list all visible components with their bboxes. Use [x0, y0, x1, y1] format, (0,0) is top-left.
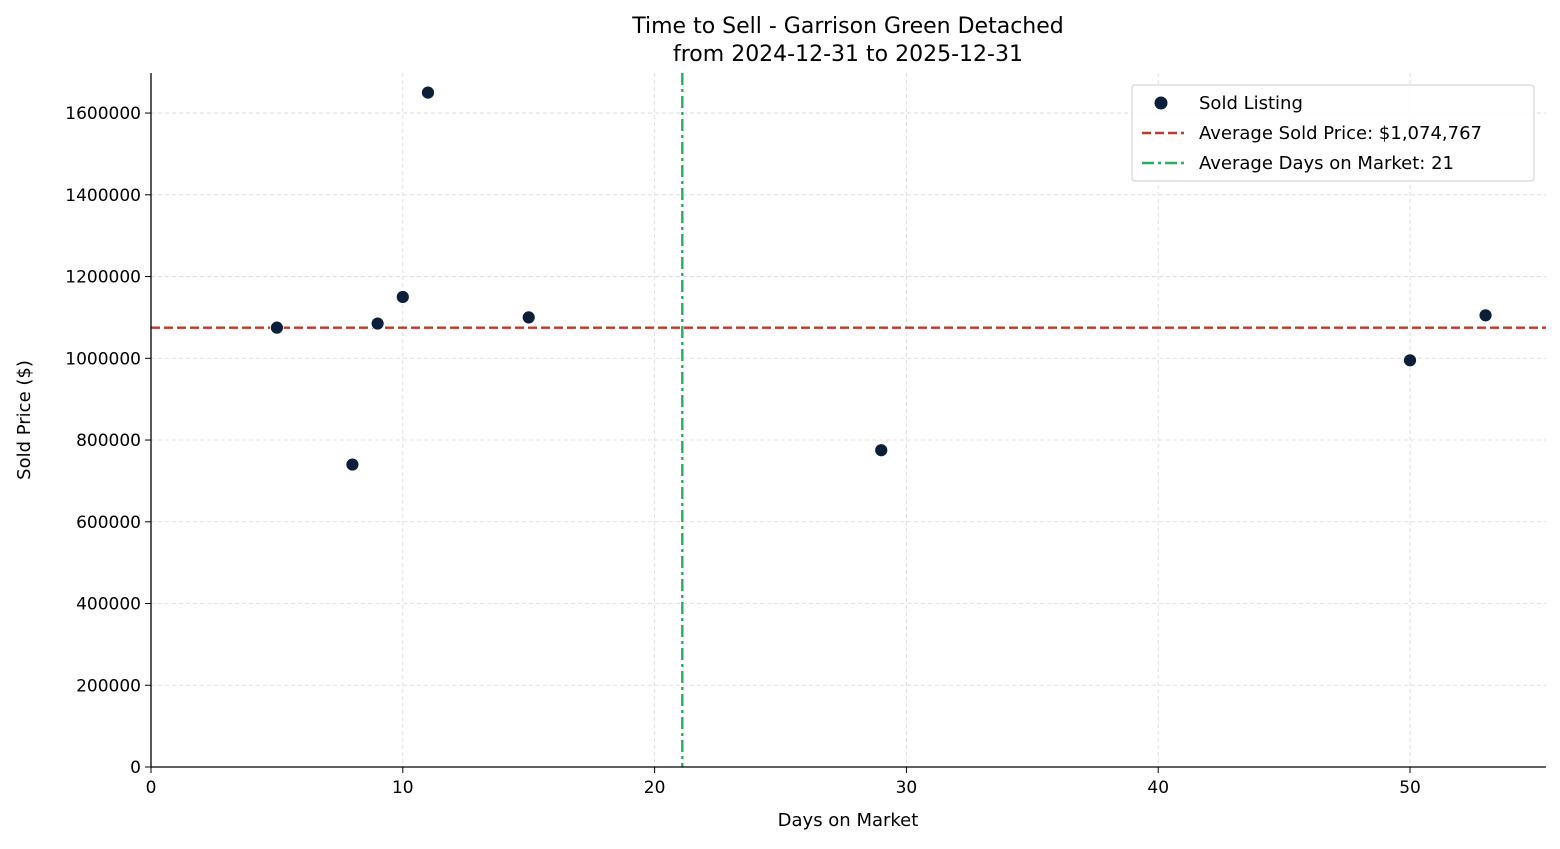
- legend-label: Sold Listing: [1199, 93, 1303, 114]
- data-point: [421, 85, 435, 100]
- data-point: [270, 320, 284, 335]
- x-tick-label: 0: [146, 778, 157, 798]
- x-tick-label: 20: [644, 778, 666, 798]
- y-tick-label: 800000: [76, 431, 141, 451]
- x-tick-label: 30: [896, 778, 918, 798]
- legend: Sold Listing Average Sold Price: $1,074,7…: [1131, 84, 1535, 182]
- data-point: [395, 290, 410, 304]
- legend-label: Average Sold Price: $1,074,767: [1199, 123, 1482, 144]
- legend-box: [1131, 84, 1535, 182]
- data-point: [345, 457, 360, 472]
- data-point: [521, 310, 536, 325]
- data-point: [1478, 308, 1493, 323]
- data-point: [1403, 353, 1417, 368]
- y-tick-label: 400000: [76, 595, 141, 615]
- y-tick-label: 1000000: [65, 349, 141, 369]
- data-point: [370, 316, 385, 331]
- y-tick-label: 0: [130, 758, 141, 778]
- reference-lines: [151, 73, 1546, 767]
- y-tick-label: 1600000: [65, 104, 141, 124]
- x-axis-label: Days on Market: [778, 810, 919, 831]
- axes: 0 10 20 30 40 50 0 200000 400000 600000 800000 1000…: [65, 73, 1546, 798]
- y-tick-label: 600000: [76, 513, 141, 533]
- y-axis-label: Sold Price ($): [14, 360, 35, 480]
- legend-label: Average Days on Market: 21: [1199, 153, 1454, 174]
- legend-marker: [1154, 96, 1168, 110]
- x-tick-label: 40: [1147, 778, 1169, 798]
- y-tick-label: 1400000: [65, 186, 141, 206]
- chart-subtitle: from 2024-12-31 to 2025-12-31: [673, 42, 1023, 67]
- data-point: [874, 443, 889, 458]
- chart-title: Time to Sell - Garrison Green Detached: [631, 14, 1064, 39]
- data-points: [270, 85, 1493, 472]
- y-tick-label: 1200000: [65, 268, 141, 288]
- x-tick-label: 50: [1399, 778, 1421, 798]
- y-tick-label: 200000: [76, 676, 141, 696]
- x-tick-label: 10: [392, 778, 414, 798]
